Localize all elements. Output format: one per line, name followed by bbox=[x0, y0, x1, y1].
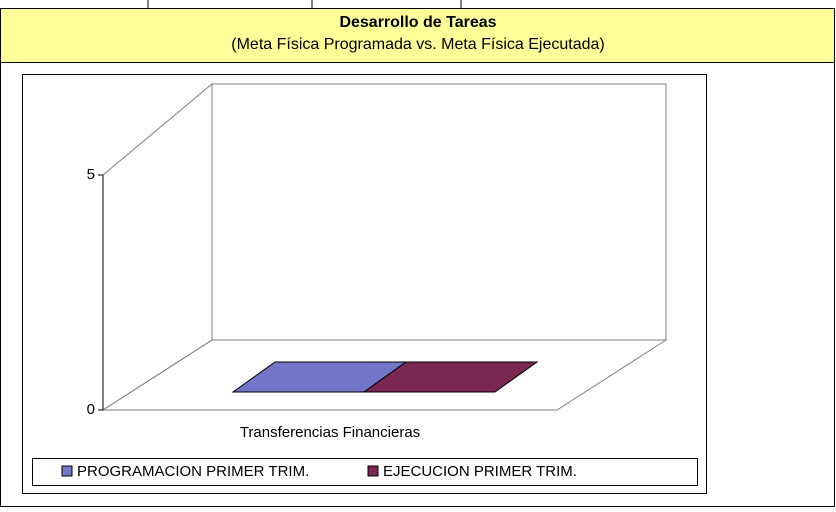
bar bbox=[362, 361, 539, 393]
y-tick-label: 5 bbox=[87, 166, 95, 183]
chart-title: Desarrollo de Tareas bbox=[339, 14, 496, 31]
chart-subtitle: (Meta Física Programada vs. Meta Física … bbox=[231, 36, 604, 53]
legend-label: EJECUCION PRIMER TRIM. bbox=[383, 463, 577, 480]
legend-box bbox=[32, 458, 698, 486]
x-tick-label: Transferencias Financieras bbox=[240, 424, 420, 441]
bar-top bbox=[362, 361, 539, 393]
chart-area bbox=[22, 74, 707, 494]
legend-swatch bbox=[367, 465, 379, 477]
legend-label: PROGRAMACION PRIMER TRIM. bbox=[77, 463, 309, 480]
floor bbox=[101, 339, 668, 411]
legend-swatch bbox=[61, 465, 73, 477]
y-tick-label: 0 bbox=[87, 401, 95, 418]
